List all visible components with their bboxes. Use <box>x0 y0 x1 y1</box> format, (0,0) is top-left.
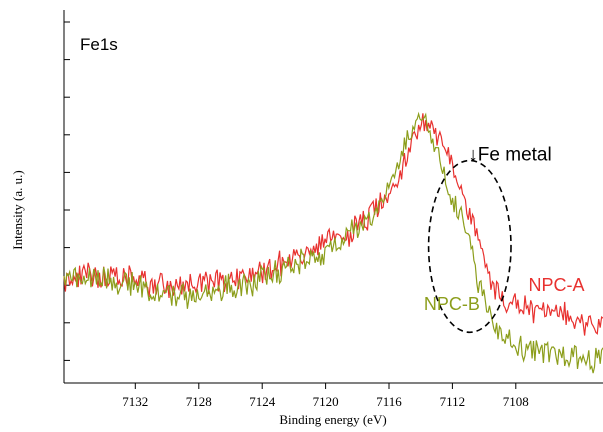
x-tick-label: 7124 <box>249 394 276 409</box>
x-tick-label: 7108 <box>503 394 529 409</box>
plot-frame <box>63 10 603 384</box>
series-layer <box>63 111 603 374</box>
y-ticks <box>64 21 70 361</box>
x-tick-label: 7120 <box>313 394 339 409</box>
series-line-npc-a <box>63 113 603 336</box>
npc-a-label: NPC-A <box>529 275 585 295</box>
x-tick-label: 7112 <box>440 394 466 409</box>
x-axis-label: Binding energy (eV) <box>279 412 386 427</box>
x-ticks: 7132 7128 7124 7120 7116 7112 7108 <box>122 383 529 409</box>
annotation-layer: ↓Fe metal NPC-B NPC-A <box>424 145 585 334</box>
x-tick-label: 7116 <box>376 394 402 409</box>
x-tick-label: 7132 <box>122 394 148 409</box>
y-axis-label: Intensity (a. u.) <box>10 170 25 249</box>
series-line-npc-b <box>63 111 603 374</box>
npc-b-label: NPC-B <box>424 294 480 314</box>
x-tick-label: 7128 <box>186 394 212 409</box>
fe-metal-annotation: ↓Fe metal <box>468 145 551 166</box>
panel-label: Fe1s <box>80 35 118 54</box>
highlight-ellipse <box>427 159 512 334</box>
